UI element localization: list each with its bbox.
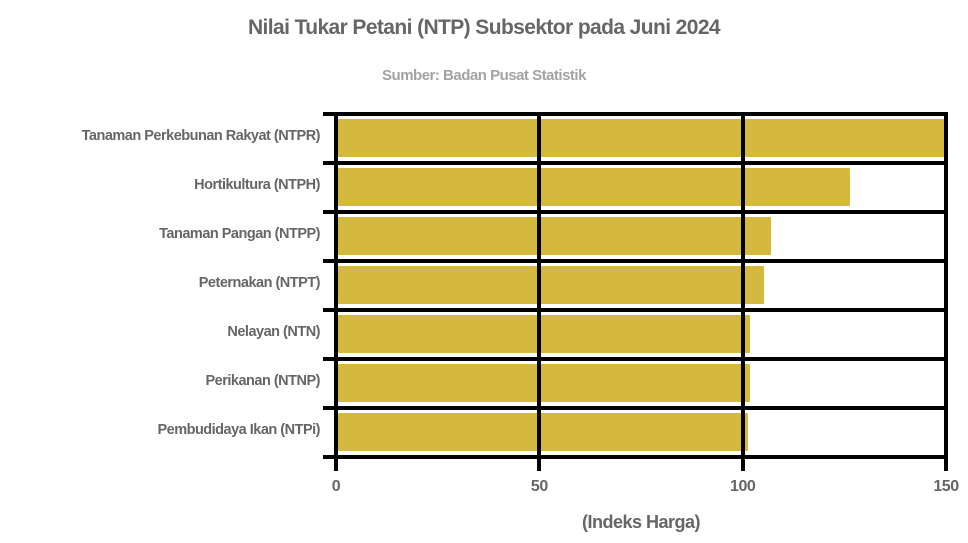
- gridline-vertical: [537, 112, 542, 471]
- bar: [338, 315, 750, 353]
- gridline-horizontal: [323, 210, 948, 214]
- chart-title: Nilai Tukar Petani (NTP) Subsektor pada …: [247, 16, 721, 39]
- bar: [338, 217, 771, 255]
- x-tick-label: 100: [730, 478, 756, 495]
- category-label: Tanaman Perkebunan Rakyat (NTPR): [81, 128, 321, 144]
- gridline-horizontal: [323, 406, 948, 410]
- category-label: Pembudidaya Ikan (NTPi): [157, 422, 320, 438]
- bar: [338, 168, 850, 206]
- gridline-vertical: [740, 112, 745, 471]
- gridline-vertical: [944, 112, 948, 471]
- gridline-vertical: [334, 112, 338, 471]
- bar: [338, 266, 764, 304]
- category-label: Nelayan (NTN): [227, 324, 320, 340]
- x-tick-label: 0: [331, 478, 341, 495]
- gridline-horizontal: [323, 161, 948, 165]
- gridline-horizontal: [323, 455, 948, 459]
- gridline-horizontal: [323, 259, 948, 263]
- chart-subtitle: Sumber: Badan Pusat Statistik: [382, 67, 586, 84]
- category-label: Hortikultura (NTPH): [194, 177, 320, 193]
- bar: [338, 364, 750, 402]
- gridline-horizontal: [323, 357, 948, 361]
- bar: [338, 413, 748, 451]
- gridline-horizontal: [323, 112, 948, 116]
- category-label: Peternakan (NTPT): [198, 275, 321, 291]
- bar: [338, 119, 946, 157]
- x-axis-label: (Indeks Harga): [581, 512, 701, 532]
- x-tick-label: 150: [933, 478, 959, 495]
- category-label: Perikanan (NTNP): [205, 373, 321, 389]
- gridline-horizontal: [323, 308, 948, 312]
- category-label: Tanaman Pangan (NTPP): [159, 226, 320, 242]
- x-tick-label: 50: [530, 478, 548, 495]
